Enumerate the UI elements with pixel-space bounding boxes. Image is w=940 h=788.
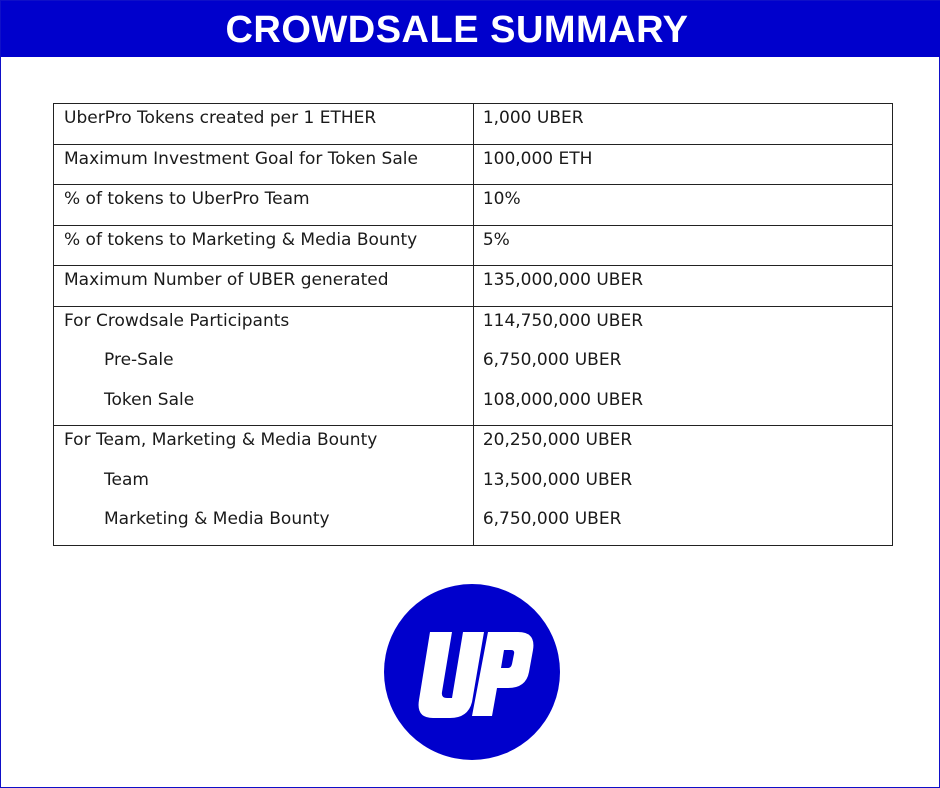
row-value-cell: 5% [472,224,894,266]
row-label-cell: Maximum Investment Goal for Token Sale [53,143,474,185]
row-label-cell: For Crowdsale Participants Pre-Sale Toke… [53,305,474,426]
row-value-cell: 100,000 ETH [472,143,894,185]
table-row: Maximum Number of UBER generated 135,000… [53,265,894,307]
table-row-group-crowdsale: For Crowdsale Participants Pre-Sale Toke… [53,305,894,426]
table-row: % of tokens to UberPro Team 10% [53,184,894,226]
page-title: CROWDSALE SUMMARY [225,8,689,51]
table-row: UberPro Tokens created per 1 ETHER 1,000… [53,103,894,145]
logo-letter-u [418,632,484,718]
sub-row-label: Token Sale [104,389,195,410]
header-banner: CROWDSALE SUMMARY [1,1,940,57]
row-value: 20,250,000 UBER [482,430,633,450]
row-value-cell: 10% [472,184,894,226]
uberpro-logo-graphic [384,584,560,760]
crowdsale-summary-table: UberPro Tokens created per 1 ETHER 1,000… [53,103,894,546]
row-value-cell: 20,250,000 UBER 13,500,000 UBER 6,750,00… [472,425,894,546]
table-row: Maximum Investment Goal for Token Sale 1… [53,143,894,185]
row-value: 1,000 UBER [482,108,584,128]
row-value: 10% [482,189,521,209]
row-label: For Crowdsale Participants [64,310,290,331]
sub-row-value: 13,500,000 UBER [482,469,633,490]
row-label-cell: For Team, Marketing & Media Bounty Team … [53,425,474,546]
row-value: 100,000 ETH [482,148,593,169]
row-value: 114,750,000 UBER [482,310,644,331]
logo-letter-p [472,632,534,716]
row-value: 5% [482,229,510,250]
row-value: 135,000,000 UBER [482,270,644,290]
row-label-cell: % of tokens to Marketing & Media Bounty [53,224,474,266]
row-value-cell: 1,000 UBER [472,103,894,145]
table-row: % of tokens to Marketing & Media Bounty … [53,224,894,266]
uberpro-logo-icon [384,584,560,760]
row-label: % of tokens to UberPro Team [64,189,310,209]
row-label: Maximum Investment Goal for Token Sale [64,148,418,169]
sub-row-value: 6,750,000 UBER [482,350,622,370]
sub-row-value: 6,750,000 UBER [482,509,622,529]
row-label: % of tokens to Marketing & Media Bounty [64,229,418,250]
row-value-cell: 135,000,000 UBER [472,265,894,307]
sub-row-label: Marketing & Media Bounty [104,509,330,529]
sub-row-label: Team [104,469,149,490]
row-label: Maximum Number of UBER generated [64,270,389,290]
row-label: For Team, Marketing & Media Bounty [64,430,378,450]
sub-row-label: Pre-Sale [104,350,174,370]
table-row-group-team: For Team, Marketing & Media Bounty Team … [53,425,894,546]
row-label-cell: UberPro Tokens created per 1 ETHER [53,103,474,145]
row-label-cell: Maximum Number of UBER generated [53,265,474,307]
row-label: UberPro Tokens created per 1 ETHER [64,108,377,128]
sub-row-value: 108,000,000 UBER [482,389,644,410]
row-value-cell: 114,750,000 UBER 6,750,000 UBER 108,000,… [472,305,894,426]
row-label-cell: % of tokens to UberPro Team [53,184,474,226]
